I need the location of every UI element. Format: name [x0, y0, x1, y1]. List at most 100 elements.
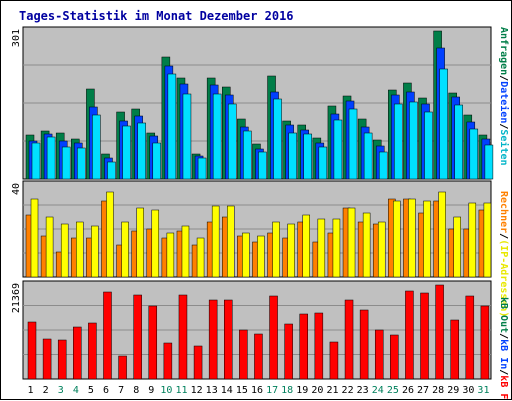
x-tick-label: 26: [402, 385, 414, 396]
bar-visits-ip-adressen: [468, 202, 477, 278]
legend-requests: Anfragen/Dateien/Seiten: [498, 27, 510, 166]
x-tick-label: 27: [417, 385, 429, 396]
bar-visits-ip-adressen: [393, 200, 401, 278]
x-tick-label: 18: [281, 385, 293, 396]
bar-visits-ip-adressen: [423, 200, 431, 278]
x-tick-label: 19: [296, 385, 308, 396]
bar-kbytes-kb-f: [405, 290, 414, 380]
bar-kbytes-kb-f: [269, 295, 278, 380]
legend-anfragen: Anfragen: [498, 27, 509, 75]
bar-visits-ip-adressen: [136, 207, 144, 278]
bar-kbytes-kb-f: [118, 355, 127, 380]
bar-requests-seiten: [303, 133, 312, 180]
bar-requests-seiten: [212, 93, 222, 180]
x-tick-label: 23: [357, 385, 369, 396]
bar-kbytes-kb-f: [239, 329, 248, 380]
bar-requests-seiten: [228, 103, 237, 180]
bar-visits-ip-adressen: [483, 202, 492, 278]
x-tick-label: 30: [462, 385, 474, 396]
x-tick-label: 13: [206, 385, 218, 396]
bar-requests-seiten: [46, 136, 56, 180]
x-tick-label: 10: [160, 385, 172, 396]
bar-kbytes-kb-f: [390, 334, 399, 380]
bar-kbytes-kb-f: [299, 313, 308, 380]
bar-requests-seiten: [197, 157, 207, 180]
bar-visits-ip-adressen: [60, 223, 69, 278]
bar-visits-ip-adressen: [166, 232, 175, 278]
bar-requests-seiten: [288, 132, 297, 180]
x-tick-label: 3: [58, 385, 64, 396]
bar-kbytes-kb-f: [148, 305, 158, 380]
legend-sep: /: [498, 369, 509, 375]
legend-dateien: Dateien: [498, 81, 510, 123]
x-tick-label: 6: [103, 385, 109, 396]
bar-kbytes-kb-f: [73, 326, 82, 380]
bar-visits-ip-adressen: [211, 205, 220, 278]
bar-visits-ip-adressen: [453, 216, 461, 278]
bar-kbytes-kb-f: [27, 321, 37, 380]
bar-requests-seiten: [77, 147, 86, 180]
chart-panels: 301 40 21369: [11, 26, 494, 380]
y-max-label: 21369: [11, 283, 22, 313]
bar-kbytes-kb-f: [435, 284, 444, 380]
bar-kbytes-kb-f: [208, 299, 218, 380]
bar-visits-ip-adressen: [287, 223, 295, 278]
bar-requests-seiten: [61, 146, 71, 180]
bar-requests-seiten: [92, 114, 101, 180]
bar-kbytes-kb-f: [450, 319, 459, 380]
bar-visits-ip-adressen: [106, 191, 114, 278]
bar-kbytes-kb-f: [314, 312, 324, 380]
x-tick-label: 8: [133, 385, 139, 396]
bar-visits-ip-adressen: [181, 225, 190, 278]
bar-visits-ip-adressen: [76, 221, 84, 278]
legend-kb-f: kB F: [498, 375, 509, 399]
bar-requests-seiten: [424, 111, 433, 180]
bar-kbytes-kb-f: [193, 345, 203, 380]
bar-kbytes-kb-f: [254, 333, 263, 380]
bar-kbytes-kb-f: [57, 339, 67, 380]
bar-requests-seiten: [152, 142, 162, 180]
bar-kbytes-kb-f: [284, 323, 293, 380]
chart-title: Tages-Statistik im Monat Dezember 2016: [19, 9, 294, 23]
x-tick-label: 24: [372, 385, 384, 396]
bar-visits-ip-adressen: [227, 205, 235, 278]
bar-requests-seiten: [333, 119, 343, 180]
legend-kb-out: kB Out: [498, 297, 509, 333]
bar-kbytes-kb-f: [178, 294, 188, 380]
x-tick-label: 2: [43, 385, 49, 396]
bar-requests-seiten: [182, 93, 192, 180]
bar-requests-seiten: [394, 103, 403, 180]
bar-visits-ip-adressen: [257, 235, 265, 278]
bar-requests-seiten: [318, 146, 328, 180]
legend-seiten: Seiten: [498, 129, 510, 165]
bar-visits-ip-adressen: [377, 221, 386, 278]
bar-requests-seiten: [469, 128, 479, 180]
bar-requests-seiten: [348, 108, 358, 180]
bar-visits-ip-adressen: [302, 214, 310, 278]
bar-kbytes-kb-f: [88, 322, 97, 380]
bar-visits-ip-adressen: [196, 237, 205, 278]
legend-sep: /: [498, 233, 509, 239]
bar-requests-seiten: [243, 130, 252, 180]
y-max-label: 301: [11, 29, 22, 47]
x-tick-label: 29: [447, 385, 459, 396]
bar-visits-ip-adressen: [121, 221, 129, 278]
bar-requests-seiten: [122, 125, 131, 180]
bar-kbytes-kb-f: [133, 294, 142, 380]
x-tick-label: 20: [311, 385, 323, 396]
bar-kbytes-kb-f: [329, 341, 339, 380]
legend-visits: Rechner/(IP-Adressen): [498, 191, 509, 317]
x-tick-label: 12: [191, 385, 203, 396]
x-tick-label: 4: [73, 385, 79, 396]
bar-kbytes-kb-f: [224, 299, 233, 380]
bar-requests-seiten: [439, 68, 448, 180]
bar-kbytes-kb-f: [359, 309, 369, 380]
bar-visits-ip-adressen: [347, 207, 356, 278]
x-tick-label: 9: [148, 385, 154, 396]
bar-visits-ip-adressen: [242, 232, 250, 278]
x-tick-label: 17: [266, 385, 278, 396]
x-tick-label: 28: [432, 385, 444, 396]
bar-kbytes-kb-f: [344, 299, 354, 380]
bar-requests-seiten: [137, 122, 146, 180]
